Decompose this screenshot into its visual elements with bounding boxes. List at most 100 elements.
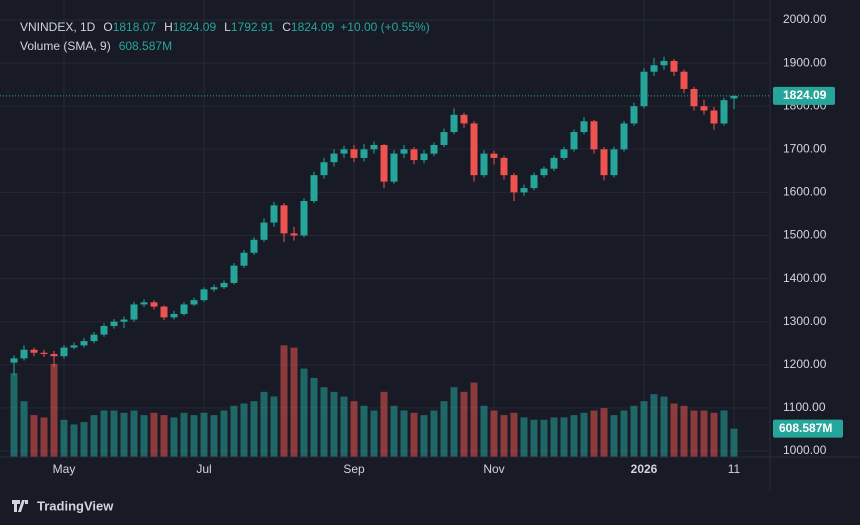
- brand: TradingView: [37, 498, 114, 513]
- candle-body: [460, 114, 468, 124]
- volume-bar: [230, 405, 238, 457]
- volume-bar: [60, 419, 68, 457]
- candle-body: [570, 132, 578, 150]
- volume-bar: [570, 415, 578, 457]
- candle-body: [130, 304, 138, 320]
- volume-bar: [310, 377, 318, 457]
- x-tick-label: 11: [728, 462, 741, 476]
- x-tick-label: 2026: [631, 462, 658, 476]
- volume-bar: [360, 405, 368, 457]
- volume-bar: [660, 396, 668, 457]
- logo: TradingView: [12, 498, 114, 513]
- candle-body: [220, 282, 228, 288]
- volume-bar: [80, 422, 88, 457]
- volume-bar: [350, 401, 358, 457]
- volume-bar: [630, 405, 638, 457]
- volume-badge: [773, 419, 843, 438]
- volume-bar: [620, 410, 628, 457]
- volume-bar: [70, 424, 78, 457]
- candle-body: [310, 175, 318, 202]
- volume-bar: [290, 347, 298, 457]
- candle-body: [280, 205, 288, 234]
- y-tick-label: 1300.00: [783, 314, 827, 328]
- candle-body: [450, 114, 458, 133]
- volume-bar: [390, 405, 398, 457]
- candle-body: [540, 168, 548, 176]
- candle-body: [670, 60, 678, 72]
- candle-body: [430, 144, 438, 154]
- volume-bar: [170, 417, 178, 457]
- candle-body: [100, 326, 108, 335]
- header-item: VNINDEX, 1D: [20, 20, 96, 34]
- header-item: 1818.07: [113, 20, 157, 34]
- header-item: 608.587M: [119, 39, 172, 53]
- volume-bar: [250, 401, 258, 457]
- volume-bar: [640, 401, 648, 457]
- volume-bar: [190, 415, 198, 457]
- volume-bar: [650, 394, 658, 457]
- volume-bar: [470, 382, 478, 457]
- last-price-badge: [773, 86, 835, 105]
- candle-body: [60, 347, 68, 357]
- volume-bar: [440, 401, 448, 457]
- candle-body: [500, 157, 508, 176]
- volume-bar: [530, 419, 538, 457]
- volume-bar: [710, 412, 718, 457]
- candle-body: [370, 144, 378, 150]
- volume-bar: [700, 410, 708, 457]
- volume-bar: [210, 415, 218, 457]
- candle-body: [550, 157, 558, 169]
- volume-bar: [160, 415, 168, 457]
- candle-body: [510, 175, 518, 193]
- candle-body: [170, 313, 178, 318]
- candle-body: [210, 287, 218, 290]
- volume-bar: [240, 403, 248, 457]
- candle-body: [620, 123, 628, 150]
- header-item: 1824.09: [291, 20, 335, 34]
- volume-bar: [680, 405, 688, 457]
- volume-bar: [580, 412, 588, 457]
- volume-bar: [490, 410, 498, 457]
- volume-bar: [180, 412, 188, 457]
- candle-body: [180, 304, 188, 314]
- candle-body: [480, 153, 488, 176]
- candle-body: [10, 358, 18, 363]
- header-item: 1792.91: [231, 20, 275, 34]
- volume-bar: [100, 410, 108, 457]
- volume-bar: [110, 410, 118, 457]
- volume-bar: [550, 417, 558, 457]
- candle-body: [140, 302, 148, 305]
- header-item: +10.00 (+0.55%): [340, 20, 429, 34]
- candle-body: [650, 65, 658, 72]
- candle-body: [680, 71, 688, 89]
- x-tick-label: Jul: [196, 462, 211, 476]
- volume-bar: [340, 396, 348, 457]
- y-tick-label: 1000.00: [783, 443, 827, 457]
- volume-bar: [500, 415, 508, 457]
- volume-bar: [610, 415, 618, 457]
- volume-bar: [330, 391, 338, 457]
- candle-body: [380, 144, 388, 182]
- candle-body: [350, 149, 358, 158]
- volume-bar: [400, 410, 408, 457]
- candle-body: [400, 149, 408, 154]
- candle-body: [250, 239, 258, 253]
- candle-body: [260, 222, 268, 240]
- volume-bar: [50, 363, 58, 457]
- candle-body: [270, 205, 278, 223]
- volume-bar: [90, 415, 98, 457]
- volume-bar: [520, 417, 528, 457]
- volume-bar: [280, 345, 288, 457]
- candle-body: [230, 265, 238, 283]
- volume-bar: [150, 412, 158, 457]
- candle-body: [530, 175, 538, 189]
- candle-body: [330, 153, 338, 163]
- volume-bar: [220, 410, 228, 457]
- x-tick-label: May: [53, 462, 76, 476]
- candle-body: [560, 149, 568, 158]
- candle-body: [590, 121, 598, 150]
- y-tick-label: 1400.00: [783, 271, 827, 285]
- candle-body: [720, 100, 728, 124]
- volume-bar: [120, 412, 128, 457]
- header-item: Volume (SMA, 9): [20, 39, 111, 53]
